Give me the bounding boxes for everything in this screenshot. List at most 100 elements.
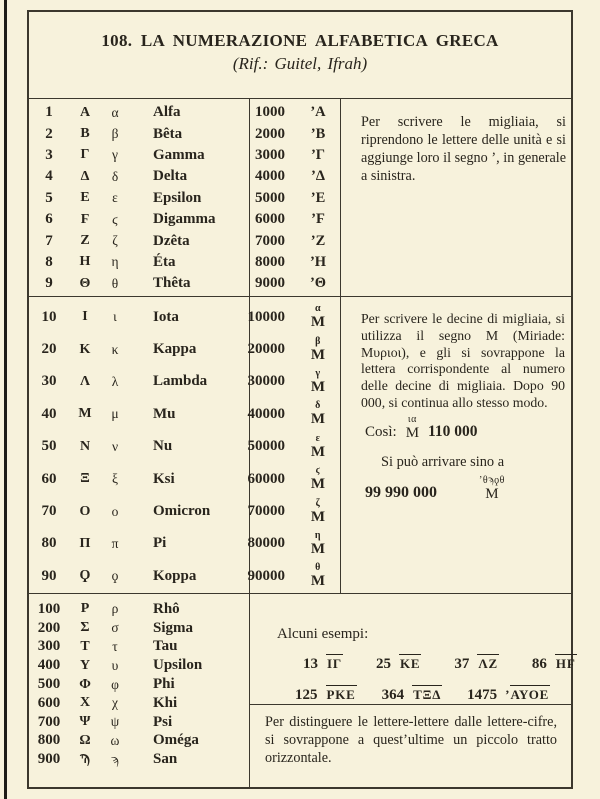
divider-vertical-right bbox=[340, 98, 341, 593]
thousands-symbol: ’Α bbox=[310, 104, 326, 121]
letter-name: Tau bbox=[153, 638, 178, 655]
myriad-superscript: ια bbox=[407, 413, 417, 425]
example-item: 25 ΚΕ bbox=[375, 654, 422, 673]
uppercase-letter: Ϝ bbox=[80, 211, 90, 227]
example-item: 13 ΙΓ bbox=[303, 654, 343, 673]
example-greek: ΙΓ bbox=[326, 654, 343, 673]
myriad-symbol: ϛ M bbox=[296, 466, 340, 492]
letter-name: Sigma bbox=[153, 619, 194, 636]
thousands-value: 4000 bbox=[255, 168, 285, 185]
example-greek: ΛΖ bbox=[477, 654, 499, 673]
table-row: 300 Τ τ Tau bbox=[29, 638, 249, 657]
example-greek: ΤΞΔ bbox=[412, 685, 443, 704]
table-row: 9 Θ θ Thêta 9000 ’Θ bbox=[29, 273, 340, 294]
uppercase-letter: Κ bbox=[79, 341, 91, 357]
letter-name: Psi bbox=[153, 713, 173, 730]
letter-name: Epsilon bbox=[153, 189, 202, 206]
lowercase-letter: ω bbox=[110, 732, 120, 748]
lowercase-letter: ε bbox=[112, 190, 118, 206]
uppercase-letter: Υ bbox=[79, 657, 91, 673]
cosi-label: Così: bbox=[365, 423, 397, 440]
overlined-letters: ΚΕ bbox=[398, 654, 422, 671]
letter-name: Oméga bbox=[153, 732, 199, 749]
thousands-value: 2000 bbox=[255, 125, 285, 142]
overlined-letters: ΗϜ bbox=[554, 654, 577, 671]
overlined-letters: ΑΥΟΕ bbox=[509, 685, 551, 702]
example-number: 1475 bbox=[467, 687, 498, 703]
overlined-letters: ΤΞΔ bbox=[412, 685, 443, 702]
uppercase-letter: Ζ bbox=[80, 233, 90, 249]
myriad-base: M bbox=[310, 346, 326, 363]
myriad-superscript: ϛ bbox=[315, 465, 321, 477]
value-cell: 30 bbox=[41, 373, 57, 390]
thousands-symbol: ’Ζ bbox=[310, 232, 326, 249]
thousands-value: 9000 bbox=[255, 275, 285, 292]
myriads-value: 30000 bbox=[247, 373, 286, 390]
hundreds-table: 100 Ρ ρ Rhô 200 Σ σ Sigma 300 Τ τ Tau 40… bbox=[29, 600, 249, 769]
value-cell: 50 bbox=[41, 438, 57, 455]
table-row: 7 Ζ ζ Dzêta 7000 ’Ζ bbox=[29, 230, 340, 251]
lowercase-letter: η bbox=[111, 254, 119, 270]
table-row: 5 Ε ε Epsilon 5000 ’Ε bbox=[29, 188, 340, 209]
uppercase-letter: Μ bbox=[78, 406, 92, 422]
examples-panel: Alcuni esempi: 13 ΙΓ 25 ΚΕ 37 ΛΖ 86 ΗϜ 1… bbox=[249, 593, 577, 704]
lowercase-letter: φ bbox=[111, 676, 119, 692]
value-cell: 8 bbox=[45, 253, 53, 270]
myriads-value: 70000 bbox=[247, 503, 286, 520]
table-row: 4 Δ δ Delta 4000 ’Δ bbox=[29, 166, 340, 187]
lowercase-letter: δ bbox=[111, 168, 119, 184]
example-number: 86 bbox=[531, 656, 547, 672]
overlined-letters: ΡΚΕ bbox=[325, 685, 357, 702]
thousands-value: 6000 bbox=[255, 211, 285, 228]
myriads-value: 80000 bbox=[247, 535, 286, 552]
myriad-base: M bbox=[310, 378, 326, 395]
table-row: 70 Ο ο Omicron 70000 ζ M bbox=[29, 495, 340, 527]
value-cell: 70 bbox=[41, 503, 57, 520]
letter-name: Nu bbox=[153, 438, 173, 455]
myriad-superscript: η bbox=[314, 529, 322, 541]
table-row: 60 Ξ ξ Ksi 60000 ϛ M bbox=[29, 463, 340, 495]
table-row: 40 Μ μ Mu 40000 δ M bbox=[29, 398, 340, 430]
letter-name: Pi bbox=[153, 535, 167, 552]
value-cell: 9 bbox=[45, 275, 53, 292]
lowercase-letter: β bbox=[111, 126, 119, 142]
letter-name: Alfa bbox=[153, 104, 181, 121]
example-110000: Così: ια M 110 000 bbox=[361, 413, 565, 441]
myriad-symbol: ζ M bbox=[296, 498, 340, 525]
example-greek: ’ΑΥΟΕ bbox=[505, 685, 551, 702]
scan-page-edge bbox=[4, 0, 7, 799]
value-cell: 10 bbox=[41, 308, 57, 325]
myriad-base: M bbox=[310, 314, 326, 331]
divider-units-tens bbox=[29, 296, 571, 297]
uppercase-letter: Η bbox=[79, 254, 91, 270]
value-cell: 600 bbox=[37, 694, 61, 711]
myriad-superscript: γ bbox=[315, 367, 321, 379]
letter-name: Phi bbox=[153, 676, 175, 693]
example-item: 37 ΛΖ bbox=[454, 654, 499, 673]
letter-name: Omicron bbox=[153, 503, 211, 520]
myriad-symbol: γ M bbox=[296, 367, 340, 395]
page-title: 108. LA NUMERAZIONE ALFABETICA GRECA bbox=[101, 31, 499, 50]
examples-row-2: 125 ΡΚΕ 364 ΤΞΔ 1475 ’ΑΥΟΕ bbox=[277, 685, 559, 704]
lowercase-letter: μ bbox=[111, 406, 119, 422]
note-thousands-text: Per scrivere le migliaia, si riprendono … bbox=[361, 114, 566, 184]
value-cell: 40 bbox=[41, 405, 57, 422]
page-frame: 108. LA NUMERAZIONE ALFABETICA GRECA (Ri… bbox=[27, 10, 577, 789]
table-row: 400 Υ υ Upsilon bbox=[29, 656, 249, 675]
uppercase-letter: Β bbox=[80, 126, 90, 142]
lowercase-letter: τ bbox=[112, 638, 118, 654]
value-cell: 4 bbox=[45, 168, 53, 185]
lowercase-letter: ζ bbox=[112, 233, 118, 249]
letter-name: Delta bbox=[153, 168, 188, 185]
thousands-symbol: ’Θ bbox=[309, 275, 327, 292]
myriad-base: M bbox=[310, 443, 326, 460]
overlined-letters: ΙΓ bbox=[326, 654, 343, 671]
example-item: 86 ΗϜ bbox=[531, 654, 577, 673]
myriad-base: M bbox=[310, 508, 326, 525]
page-subtitle: (Rif.: Guitel, Ifrah) bbox=[232, 54, 368, 73]
table-row: 80 Π π Pi 80000 η M bbox=[29, 528, 340, 560]
example-max: 99 990 000 ’θϡϙθ M bbox=[361, 475, 565, 502]
myriad-base: M bbox=[310, 540, 326, 557]
example-number: 25 bbox=[375, 656, 391, 672]
myriads-value: 50000 bbox=[247, 438, 286, 455]
